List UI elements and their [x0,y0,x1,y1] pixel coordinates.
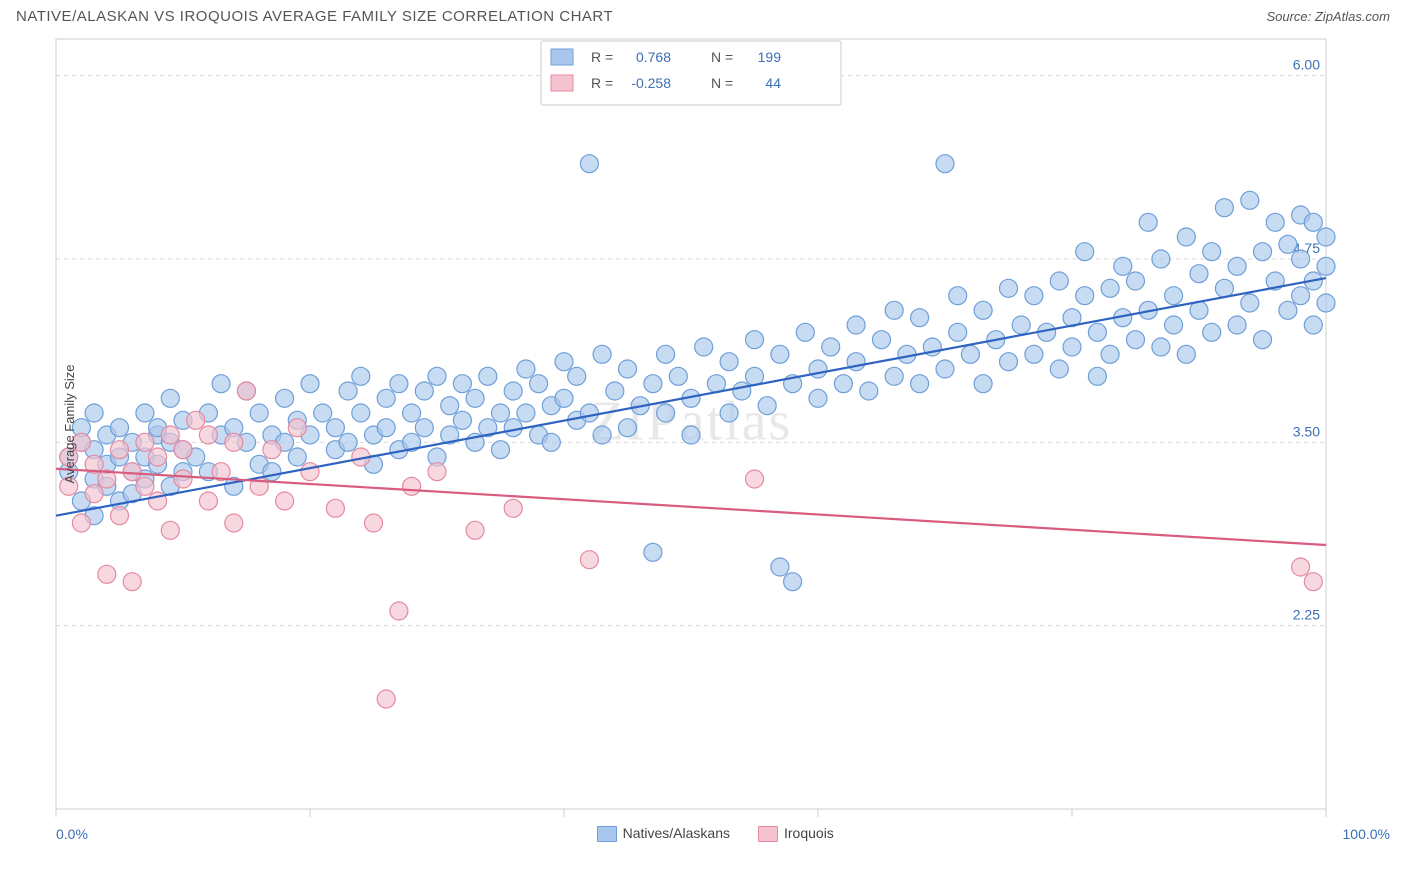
svg-text:N =: N = [711,49,733,65]
chart-container: Average Family Size 2.253.504.756.00ZIPa… [16,29,1390,819]
svg-text:3.50: 3.50 [1293,423,1320,439]
svg-text:R =: R = [591,49,613,65]
chart-title: NATIVE/ALASKAN VS IROQUOIS AVERAGE FAMIL… [16,8,613,25]
svg-text:N =: N = [711,75,733,91]
legend-label: Natives/Alaskans [623,825,730,841]
svg-text:2.25: 2.25 [1293,607,1320,623]
chart-header: NATIVE/ALASKAN VS IROQUOIS AVERAGE FAMIL… [0,0,1406,29]
svg-text:R =: R = [591,75,613,91]
legend-item: Natives/Alaskans [597,825,730,842]
chart-source: Source: ZipAtlas.com [1266,9,1390,24]
legend-item: Iroquois [758,825,834,842]
y-axis-label: Average Family Size [62,365,77,484]
svg-text:6.00: 6.00 [1293,57,1320,73]
legend-label: Iroquois [784,825,834,841]
legend-swatch [597,826,617,842]
svg-text:-0.258: -0.258 [631,75,671,91]
x-axis-max-label: 100.0% [1343,826,1390,842]
legend-bottom: Natives/Alaskans Iroquois [597,825,834,842]
x-axis-footer: 0.0% Natives/Alaskans Iroquois 100.0% [0,819,1406,842]
svg-text:44: 44 [765,75,781,91]
svg-text:199: 199 [758,49,782,65]
scatter-chart: 2.253.504.756.00ZIPatlasR =0.768N =199R … [16,29,1336,819]
legend-swatch [758,826,778,842]
x-axis-min-label: 0.0% [56,826,88,842]
svg-text:0.768: 0.768 [636,49,671,65]
